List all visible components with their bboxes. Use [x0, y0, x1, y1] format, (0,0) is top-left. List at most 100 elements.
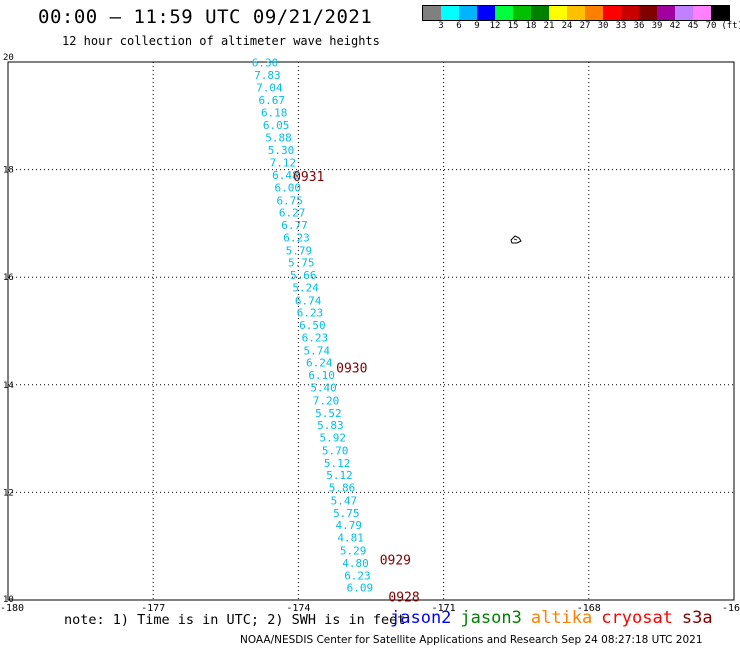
swh-value: 7.12: [270, 157, 297, 170]
swh-value: 5.12: [326, 469, 353, 482]
units-note: note: 1) Time is in UTC; 2) SWH is in fe…: [64, 612, 406, 628]
latitude-labels: 20 18 16 14 12 10: [3, 53, 14, 605]
swh-value: 6.50: [299, 319, 326, 332]
swh-value: 6.05: [263, 119, 290, 132]
swh-value: 5.12: [324, 457, 351, 470]
lat-label: 12: [3, 488, 14, 498]
swh-value: 6.74: [295, 294, 322, 307]
swh-value: 5.83: [317, 419, 344, 432]
swh-value: 6.23: [302, 331, 329, 344]
legend-label: 24: [561, 21, 573, 31]
lon-label: -171: [432, 603, 456, 614]
legend-swatch: [675, 6, 693, 20]
swh-value: 5.66: [290, 269, 317, 282]
legend-label: 30: [597, 21, 609, 31]
lon-label: -16: [722, 603, 740, 614]
swh-value: 5.30: [268, 144, 295, 157]
swh-value: 6.18: [261, 107, 288, 120]
legend-swatch: [495, 6, 513, 20]
legend-label: 45: [687, 21, 699, 31]
legend-label: 3: [438, 21, 444, 31]
satellite-cryosat: cryosat: [601, 608, 673, 628]
swh-value: 6.10: [308, 369, 335, 382]
satellite-legend: jason2 jason3 altika cryosat s3a: [390, 608, 722, 628]
legend-label: 33: [615, 21, 627, 31]
swh-value: 4.80: [342, 557, 369, 570]
lat-label: 10: [3, 595, 14, 605]
swh-value: 6.48: [272, 169, 299, 182]
legend-label: 42: [669, 21, 681, 31]
legend-swatch: [513, 6, 531, 20]
legend-swatch: [531, 6, 549, 20]
lat-label: 16: [3, 273, 14, 283]
legend-label: 15: [507, 21, 519, 31]
legend-label: 6: [456, 21, 462, 31]
legend-label: 21: [543, 21, 555, 31]
island-outline: [510, 235, 522, 244]
legend-label: 70: [705, 21, 717, 31]
pass-time-label: 0929: [380, 554, 411, 569]
swh-value: 6.24: [306, 357, 333, 370]
swh-value: 5.75: [288, 257, 315, 270]
lat-label: 20: [3, 53, 14, 63]
swh-value: 5.74: [304, 344, 331, 357]
swh-value: 4.79: [335, 519, 362, 532]
legend-label: 9: [474, 21, 480, 31]
swh-value: 5.79: [286, 244, 313, 257]
swh-value: 6.23: [283, 231, 310, 244]
pass-time-label: 0930: [336, 362, 367, 377]
swh-value: 5.86: [329, 482, 356, 495]
swh-value: 7.04: [256, 81, 283, 94]
swh-track: 6.307.837.046.676.186.055.885.307.126.48…: [252, 57, 373, 595]
swh-value: 6.23: [344, 569, 371, 582]
lon-label: -174: [286, 603, 310, 614]
lon-label: -168: [577, 603, 601, 614]
legend-swatch: [585, 6, 603, 20]
lon-label: -180: [0, 603, 24, 614]
swh-value: 6.23: [297, 307, 324, 320]
legend-swatch: [477, 6, 495, 20]
lat-label: 14: [3, 381, 14, 391]
swh-value: 4.81: [337, 532, 364, 545]
legend-unit: (ft): [721, 21, 740, 31]
swh-value: 6.00: [275, 181, 302, 194]
legend-label: 27: [579, 21, 591, 31]
swh-value: 7.83: [254, 69, 281, 82]
swh-value: 7.20: [313, 394, 340, 407]
swh-value: 5.29: [340, 545, 367, 558]
swh-value: 6.30: [252, 57, 279, 70]
legend-swatch: [549, 6, 567, 20]
map-title: 00:00 – 11:59 UTC 09/21/2021: [38, 6, 373, 28]
map-subtitle: 12 hour collection of altimeter wave hei…: [62, 34, 380, 48]
swh-value: 5.75: [333, 507, 360, 520]
swh-value: 5.24: [292, 281, 319, 294]
legend-swatch: [567, 6, 585, 20]
lon-label: -177: [141, 603, 165, 614]
satellite-s3a: s3a: [681, 608, 713, 628]
legend-swatch: [693, 6, 711, 20]
swh-value: 5.88: [265, 131, 292, 144]
swh-value: 5.47: [331, 494, 358, 507]
swh-value: 6.77: [281, 219, 308, 232]
swh-value: 5.40: [310, 381, 337, 394]
pass-time-labels: 0931 0930 0929 0928: [293, 170, 420, 605]
satellite-jason3: jason3: [460, 608, 522, 628]
pass-time-label: 0931: [293, 170, 324, 185]
pass-time-label: 0928: [388, 590, 419, 605]
map-grid: [8, 62, 734, 600]
swh-value: 6.67: [259, 94, 286, 107]
swh-value: 6.27: [279, 207, 306, 220]
legend-swatch: [459, 6, 477, 20]
swh-value: 5.70: [322, 444, 349, 457]
legend-swatch: [711, 6, 729, 20]
legend-label: 39: [651, 21, 663, 31]
legend-swatch: [603, 6, 621, 20]
swh-value: 6.09: [347, 582, 374, 595]
satellite-altika: altika: [530, 608, 593, 628]
legend-label: 36: [633, 21, 645, 31]
legend-swatch: [657, 6, 675, 20]
lat-label: 18: [3, 166, 14, 176]
map-frame: [7, 61, 735, 601]
longitude-labels: -180 -177 -174 -171 -168 -16: [0, 603, 740, 614]
